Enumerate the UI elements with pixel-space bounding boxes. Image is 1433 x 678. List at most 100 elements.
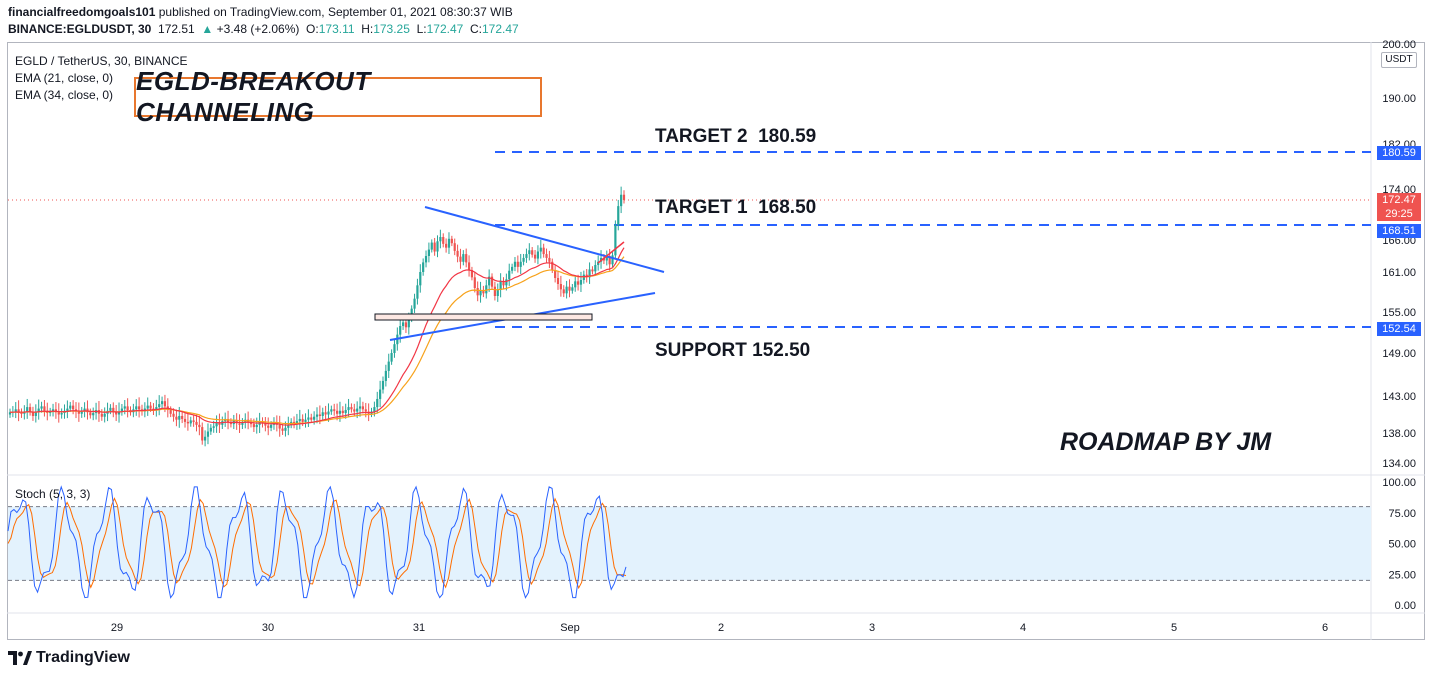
candle-body (20, 413, 23, 415)
candle-body (330, 409, 333, 412)
candle-body (508, 270, 511, 280)
legend-stoch[interactable]: Stoch (5, 3, 3) (15, 487, 91, 501)
candle-body (66, 408, 69, 411)
candle-body (381, 380, 385, 390)
time-tick-label: 2 (718, 622, 724, 634)
currency-badge[interactable]: USDT (1381, 52, 1417, 68)
price-tick-label: 149.00 (1382, 348, 1416, 360)
candle-body (401, 322, 405, 327)
low-label: L: (416, 22, 427, 36)
candle-body (123, 406, 126, 409)
stoch-tick-label: 25.00 (1388, 569, 1416, 581)
candle-body (103, 413, 106, 417)
candle-body (376, 398, 379, 408)
candle-body (539, 247, 542, 252)
candle-body (215, 422, 218, 427)
chart-title-text: EGLD-BREAKOUT CHANNELING (136, 66, 371, 127)
candle-body (158, 404, 161, 408)
candle-body (178, 415, 181, 420)
candle-body (353, 409, 356, 412)
candle-body (424, 256, 428, 263)
candle-body (602, 257, 606, 261)
candle-body (556, 278, 560, 284)
candle-body (241, 422, 244, 425)
candle-body (37, 408, 40, 412)
legend-ema21[interactable]: EMA (21, close, 0) (15, 71, 114, 85)
candle-body (356, 408, 359, 412)
candle-body (450, 238, 453, 244)
candle-body (436, 241, 439, 252)
candle-body (72, 405, 75, 410)
candle-body (138, 406, 141, 410)
candle-body (135, 406, 138, 410)
candle-body (284, 427, 287, 431)
candle-body (393, 344, 396, 353)
candle-body (347, 407, 350, 411)
candle-body (333, 409, 336, 411)
candle-body (502, 281, 505, 286)
target1-price-tag: 168.51 (1377, 224, 1421, 238)
stoch-tick-label: 0.00 (1395, 600, 1416, 612)
candle-body (292, 421, 296, 424)
tradingview-brand: TradingView (36, 649, 130, 666)
candle-body (160, 401, 164, 405)
candle-body (117, 411, 121, 415)
candle-body (554, 270, 557, 278)
candle-body (341, 410, 344, 414)
candle-body (516, 261, 519, 267)
candle-body (568, 286, 571, 291)
tradingview-logo[interactable]: TradingView (8, 649, 130, 667)
candle-body (407, 319, 410, 328)
candle-body (439, 237, 442, 242)
candle-body (264, 423, 267, 426)
candle-body (100, 413, 103, 417)
candle-body (373, 407, 376, 412)
candle-body (307, 417, 310, 420)
candle-body (533, 254, 537, 259)
time-tick-label: 29 (111, 622, 123, 634)
candle-body (112, 407, 115, 413)
candle-body (445, 243, 448, 248)
close-value: 172.47 (481, 22, 519, 36)
candle-body (295, 421, 299, 424)
candle-body (183, 418, 187, 422)
candle-body (488, 276, 491, 286)
candle-body (588, 269, 591, 278)
candle-body (204, 436, 207, 441)
candle-body (496, 290, 499, 296)
time-tick-label: 4 (1020, 622, 1026, 634)
candle-body (218, 422, 221, 425)
candle-body (40, 406, 43, 409)
candle-body (28, 407, 32, 413)
candle-body (146, 405, 149, 409)
legend-ema34[interactable]: EMA (34, close, 0) (15, 88, 114, 102)
candle-body (169, 410, 172, 414)
candle-body (51, 409, 55, 412)
candle-body (31, 412, 35, 416)
stoch-tick-label: 100.00 (1382, 477, 1416, 489)
close-label: C: (469, 22, 482, 36)
candle-body (453, 243, 456, 251)
price-tick-label: 143.00 (1382, 391, 1416, 403)
candle-body (447, 238, 451, 248)
candle-body (433, 242, 436, 252)
candle-body (80, 411, 83, 414)
candle-body (238, 423, 241, 425)
price-tick-label: 134.00 (1382, 458, 1416, 470)
candle-body (57, 412, 60, 415)
candle-body (470, 270, 474, 278)
price-tick-label: 138.00 (1382, 428, 1416, 440)
candle-body (321, 412, 324, 416)
price-tick-label: 190.00 (1382, 93, 1416, 105)
candle-body (310, 417, 313, 420)
candle-body (201, 427, 204, 441)
candle-body (26, 407, 29, 412)
time-tick-label: 31 (413, 622, 425, 634)
candle-body (505, 279, 508, 286)
author-name[interactable]: financialfreedomgoals101 (8, 5, 156, 19)
candle-body (115, 412, 118, 415)
candle-body (313, 416, 316, 420)
candle-body (525, 254, 528, 258)
target2-price-tag: 180.59 (1377, 146, 1421, 160)
